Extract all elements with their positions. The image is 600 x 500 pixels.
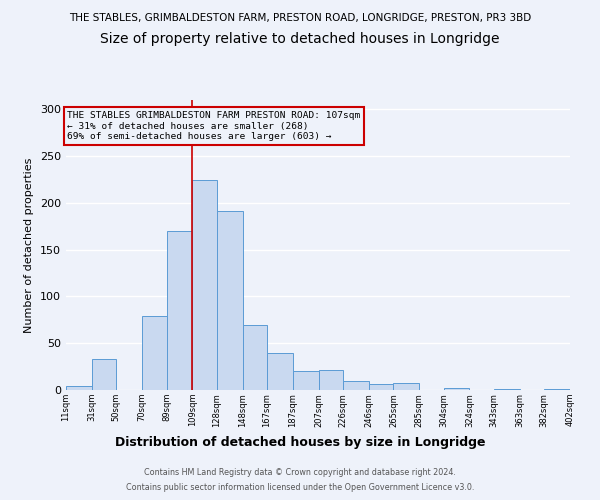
Bar xyxy=(267,352,293,390)
Bar xyxy=(217,212,242,390)
Bar xyxy=(443,388,469,390)
Text: Distribution of detached houses by size in Longridge: Distribution of detached houses by size … xyxy=(115,436,485,449)
Y-axis label: Number of detached properties: Number of detached properties xyxy=(25,158,34,332)
Bar xyxy=(494,389,520,390)
Bar xyxy=(544,389,570,390)
Text: Size of property relative to detached houses in Longridge: Size of property relative to detached ho… xyxy=(100,32,500,46)
Bar xyxy=(394,384,419,390)
Bar xyxy=(293,372,319,390)
Bar xyxy=(92,359,116,390)
Text: Contains HM Land Registry data © Crown copyright and database right 2024.: Contains HM Land Registry data © Crown c… xyxy=(144,468,456,477)
Bar xyxy=(319,370,343,390)
Text: Contains public sector information licensed under the Open Government Licence v3: Contains public sector information licen… xyxy=(126,483,474,492)
Bar xyxy=(343,380,369,390)
Bar xyxy=(242,324,267,390)
Bar xyxy=(369,384,394,390)
Bar xyxy=(167,231,193,390)
Text: THE STABLES, GRIMBALDESTON FARM, PRESTON ROAD, LONGRIDGE, PRESTON, PR3 3BD: THE STABLES, GRIMBALDESTON FARM, PRESTON… xyxy=(69,12,531,22)
Text: THE STABLES GRIMBALDESTON FARM PRESTON ROAD: 107sqm
← 31% of detached houses are: THE STABLES GRIMBALDESTON FARM PRESTON R… xyxy=(67,111,361,141)
Bar xyxy=(193,180,217,390)
Bar xyxy=(142,316,167,390)
Bar xyxy=(66,386,92,390)
